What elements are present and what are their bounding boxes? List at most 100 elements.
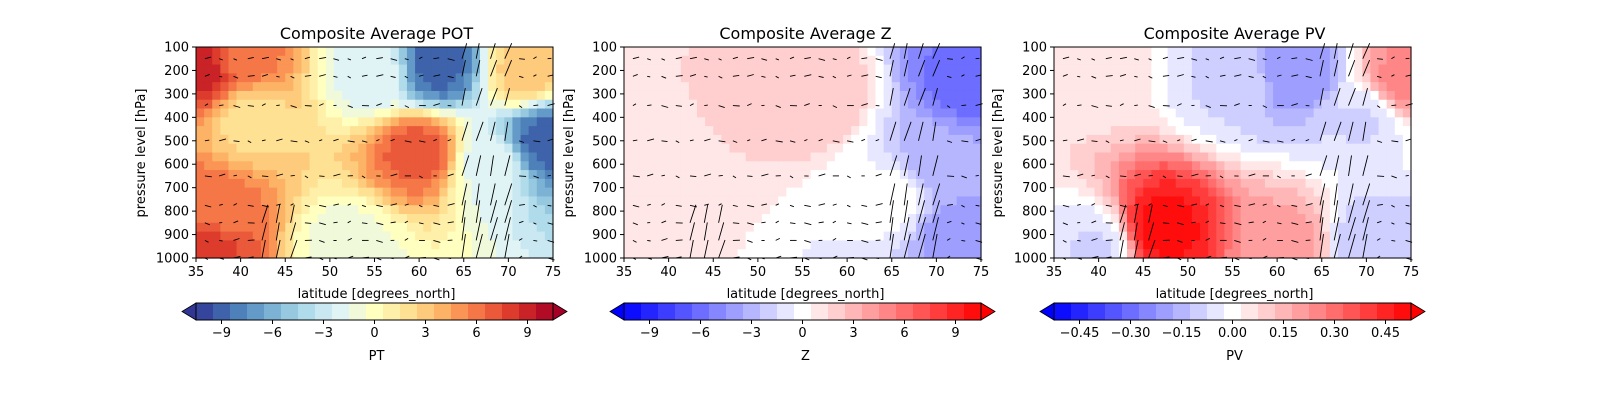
contour-cell [479,240,489,250]
contour-cell [1183,178,1193,189]
contour-cell [1273,187,1282,198]
contour-cell [488,196,497,206]
contour-cell [374,231,384,242]
contour-cell [301,249,311,259]
contour-cell [1313,47,1323,57]
contour-cell [1086,214,1096,224]
contour-cell [479,231,489,242]
contour-cell [1183,205,1193,215]
contour-cell [1264,152,1274,162]
contour-cell [1102,240,1112,250]
contour-cell [1329,222,1339,233]
contour-cell [1070,64,1079,74]
contour-cell [932,178,942,189]
contour-cell [1264,170,1274,180]
contour-cell [1248,73,1258,83]
contour-cell [536,222,546,233]
contour-cell [236,170,246,180]
contour-cell [1135,47,1144,57]
contour-cell [1070,231,1079,242]
contour-cell [1143,178,1152,189]
contour-cell [488,214,497,224]
colorbar-segment [366,303,384,320]
contour-cell [843,117,852,127]
contour-cell [721,161,731,171]
contour-cell [244,64,254,74]
contour-cell [1321,90,1331,101]
wind-arrow [818,203,826,206]
contour-cell [964,108,974,118]
contour-cell [528,222,538,233]
contour-cell [778,196,787,206]
contour-cell [1378,205,1388,215]
contour-cell [293,152,303,162]
contour-cell [745,82,755,92]
contour-cell [463,99,473,110]
contour-cell [697,170,706,180]
contour-cell [528,170,538,180]
contour-cell [851,249,860,259]
wind-arrow [275,239,281,259]
contour-cell [228,108,238,118]
contour-cell [406,214,416,224]
x-tick-label: 70 [1358,265,1375,280]
wind-arrow [1119,239,1124,259]
contour-cell [1224,108,1234,118]
contour-cell [843,143,852,154]
contour-cell [1362,196,1372,206]
contour-cell [924,82,933,92]
wind-arrow [376,139,380,142]
contour-cell [366,143,376,154]
contour-cell [648,249,658,259]
contour-cell [1354,99,1363,110]
contour-cell [1346,73,1355,83]
contour-cell [1110,82,1120,92]
wind-arrow [1262,140,1270,143]
wind-arrow [775,58,780,61]
contour-cell [398,82,408,92]
contour-cell [1289,214,1299,224]
wind-arrow [219,58,223,61]
contour-cell [293,178,303,189]
contour-cell [301,170,311,180]
contour-cell [1313,196,1323,206]
y-tick-label: 100 [164,41,189,56]
wind-arrow [1291,138,1296,142]
colorbar-segment [1258,303,1276,320]
contour-cell [1086,90,1096,101]
contour-cell [1159,161,1169,171]
contour-cell [1070,249,1079,259]
contour-cell [1273,222,1282,233]
contour-cell [333,143,343,154]
contour-cell [624,64,633,74]
wind-arrow [1148,239,1156,259]
contour-cell [761,152,771,162]
contour-cell [843,249,852,259]
wind-arrow [718,204,723,223]
contour-cell [1248,249,1258,259]
contour-cell [1354,222,1363,233]
contour-cell [1313,73,1323,83]
contour-cell [1127,90,1136,101]
contour-cell [196,222,205,233]
contour-cell [1175,161,1185,171]
contour-cell [753,152,763,162]
contour-cell [496,231,505,242]
contour-cell [1289,73,1299,83]
contour-cell [317,205,327,215]
wind-arrow [1333,155,1340,176]
wind-arrow [475,200,481,223]
colorbar-tick-label: 3 [421,326,429,341]
contour-cell [672,178,682,189]
contour-cell [228,170,238,180]
panel-pv: Composite Average PV latitude [degrees_n… [991,24,1426,364]
contour-cell [1086,205,1096,215]
contour-cell [293,64,303,74]
contour-cell [512,143,522,154]
contour-cell [277,117,286,127]
contour-cell [1289,249,1299,259]
contour-cell [333,196,343,206]
contour-cell [786,90,795,101]
contour-cell [761,47,771,57]
contour-cell [1167,90,1177,101]
